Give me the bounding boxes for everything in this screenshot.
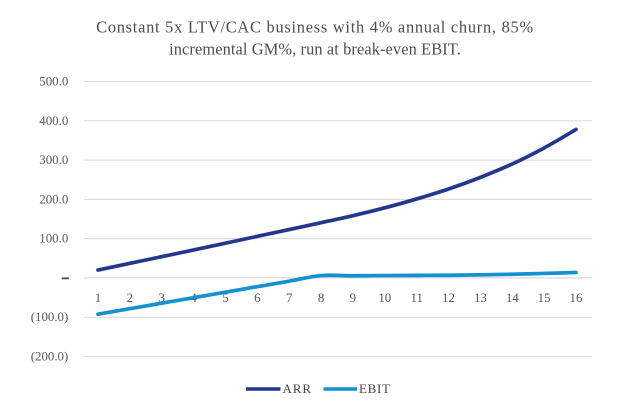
svg-text:3: 3 [158,291,164,305]
svg-text:9: 9 [350,291,356,305]
svg-text:8: 8 [318,291,324,305]
svg-text:6: 6 [254,291,261,305]
svg-text:16: 16 [570,291,583,305]
svg-text:(200.0): (200.0) [31,349,69,363]
svg-text:incremental GM%, run at break-: incremental GM%, run at break-even EBIT. [169,40,461,59]
svg-text:EBIT: EBIT [359,381,391,396]
svg-text:5: 5 [222,291,228,305]
svg-text:11: 11 [410,291,422,305]
svg-text:13: 13 [474,291,487,305]
svg-text:2: 2 [127,291,133,305]
svg-text:7: 7 [286,291,293,305]
svg-text:300.0: 300.0 [39,153,68,167]
svg-text:1: 1 [95,291,101,305]
svg-text:500.0: 500.0 [39,75,68,89]
svg-text:10: 10 [378,291,391,305]
svg-text:ARR: ARR [283,381,312,396]
svg-text:200.0: 200.0 [39,192,68,206]
svg-text:100.0: 100.0 [39,232,68,246]
svg-text:Constant 5x LTV/CAC business w: Constant 5x LTV/CAC business with 4% ann… [96,18,534,37]
svg-text:(100.0): (100.0) [31,310,69,324]
svg-text:14: 14 [506,291,519,305]
svg-text:400.0: 400.0 [39,114,68,128]
svg-text:12: 12 [442,291,455,305]
svg-text:15: 15 [538,291,551,305]
